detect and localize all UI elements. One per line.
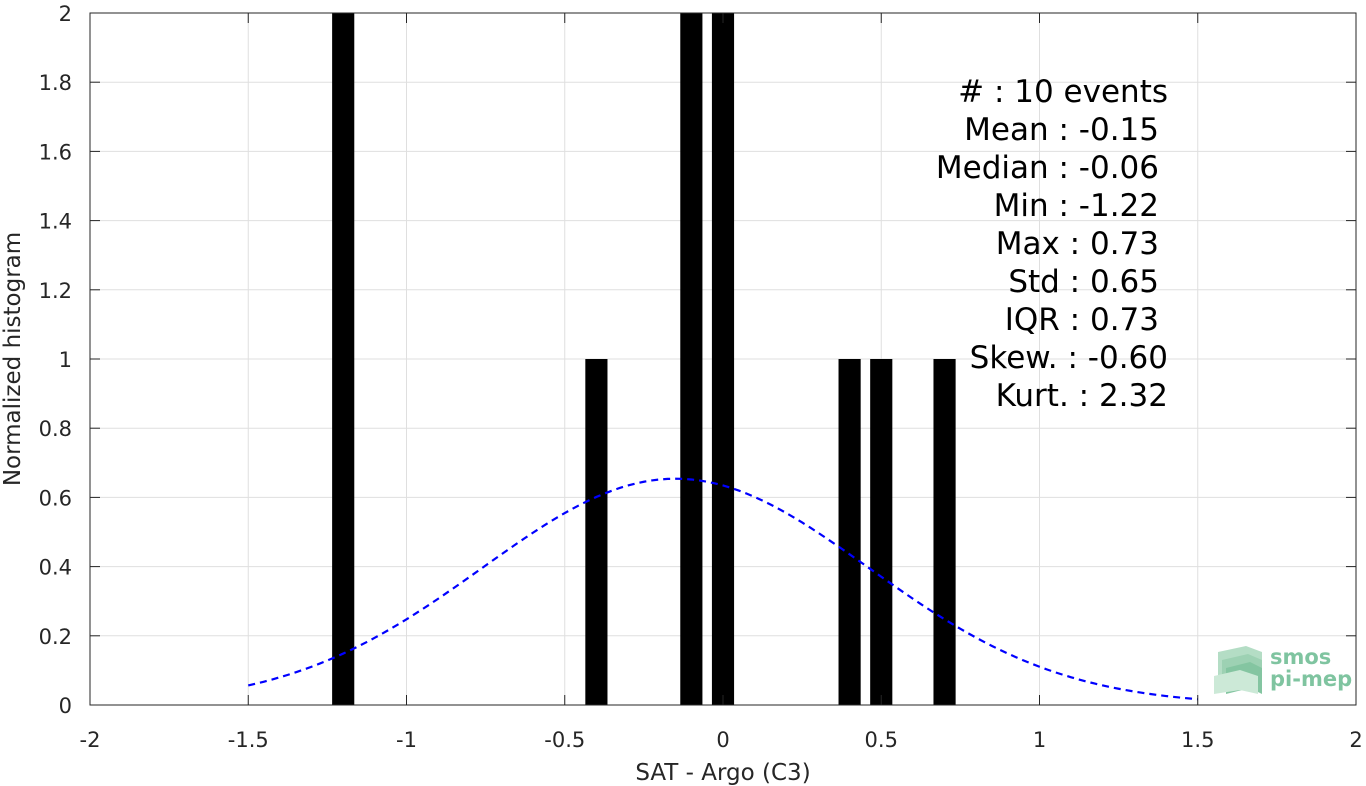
y-tick-labels: 0 0.2 0.4 0.6 0.8 1 1.2 1.4 1.6 1.8 2: [39, 2, 72, 718]
x-tick-label: -2: [80, 728, 101, 752]
normal-fit-curve: [248, 477, 1198, 701]
stat-median: Median : -0.06: [936, 150, 1159, 186]
x-tick-label: 1.5: [1181, 728, 1214, 752]
logo-waves-icon: [1214, 646, 1262, 694]
y-tick-label: 2: [59, 2, 72, 26]
y-axis-label: Normalized histogram: [0, 232, 26, 486]
histogram-bar: [711, 13, 735, 705]
x-tick-label: 2: [1349, 728, 1362, 752]
y-tick-label: 1.4: [39, 210, 72, 234]
y-tick-label: 0.6: [39, 486, 72, 510]
y-tick-label: 1.6: [39, 140, 72, 164]
x-tick-label: -0.5: [544, 728, 585, 752]
stat-skew: Skew. : -0.60: [970, 340, 1168, 376]
histogram-bar: [680, 13, 703, 705]
stat-max: Max : 0.73: [996, 226, 1159, 262]
axis-ticks: [89, 12, 1357, 706]
x-tick-label: -1.5: [228, 728, 269, 752]
stat-events: # : 10 events: [958, 74, 1168, 110]
stats-box: # : 10 events Mean : -0.15 Median : -0.0…: [936, 74, 1168, 414]
stat-kurt: Kurt. : 2.32: [996, 378, 1168, 414]
stat-min: Min : -1.22: [994, 188, 1159, 224]
smos-pimep-logo: smos pi-mep: [1214, 645, 1352, 694]
logo-line-1: smos: [1270, 645, 1331, 669]
logo-line-2: pi-mep: [1270, 667, 1352, 691]
histogram-bar: [585, 359, 608, 705]
stat-mean: Mean : -0.15: [964, 112, 1159, 148]
stat-std: Std : 0.65: [1008, 264, 1159, 300]
histogram-bar: [838, 359, 861, 705]
stat-iqr: IQR : 0.73: [1005, 302, 1159, 338]
x-tick-labels: -2 -1.5 -1 -0.5 0 0.5 1 1.5 2: [80, 728, 1363, 752]
y-tick-label: 0: [59, 694, 72, 718]
histogram-bar: [933, 359, 956, 705]
x-tick-label: 0: [716, 728, 729, 752]
x-axis-label: SAT - Argo (C3): [635, 760, 810, 786]
x-tick-label: -1: [396, 728, 417, 752]
histogram-bar: [870, 359, 893, 705]
y-tick-label: 0.8: [39, 417, 72, 441]
y-tick-label: 0.2: [39, 625, 72, 649]
y-tick-label: 0.4: [39, 556, 72, 580]
x-tick-label: 0.5: [865, 728, 898, 752]
y-tick-label: 1.2: [39, 279, 72, 303]
x-tick-label: 1: [1033, 728, 1046, 752]
y-tick-label: 1: [59, 348, 72, 372]
histogram-bars: [332, 13, 956, 705]
y-tick-label: 1.8: [39, 71, 72, 95]
histogram-bar: [332, 13, 355, 705]
